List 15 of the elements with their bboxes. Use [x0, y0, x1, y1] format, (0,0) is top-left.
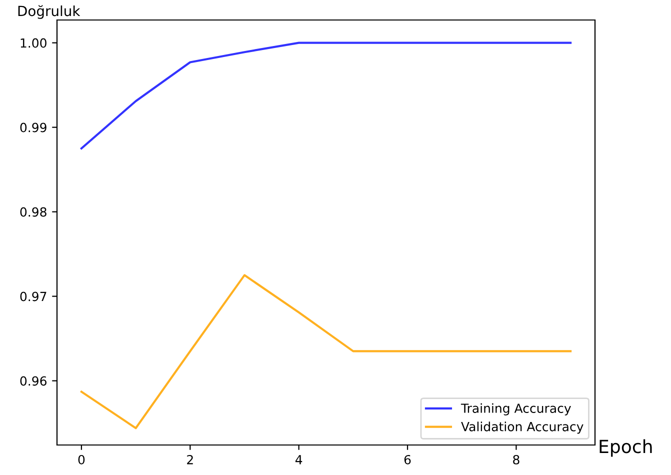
- y-tick-label: 0.98: [20, 207, 46, 217]
- y-tick-label: 1.00: [20, 38, 46, 48]
- y-tick-label: 0.97: [20, 292, 46, 302]
- x-tick-label: 2: [187, 454, 193, 464]
- line-series: [80, 42, 572, 150]
- x-tick-label: 8: [513, 454, 520, 464]
- x-tick-label: 0: [78, 454, 85, 464]
- y-axis-title: Doğruluk: [18, 5, 80, 19]
- y-tick-label: 0.96: [20, 376, 46, 386]
- legend-label: Training Accuracy: [460, 403, 571, 416]
- y-tick-label: 0.99: [20, 122, 46, 132]
- x-tick-label: 4: [295, 455, 302, 464]
- x-tick-label: 6: [404, 454, 411, 464]
- x-axis-title: Epoch: [600, 439, 652, 457]
- legend-label: Validation Accuracy: [461, 422, 584, 434]
